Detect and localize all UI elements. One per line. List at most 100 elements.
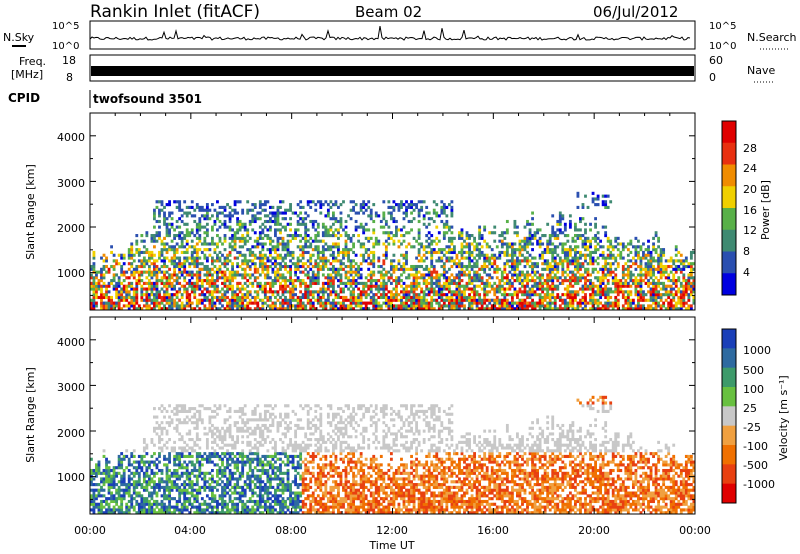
power-cell <box>274 295 277 300</box>
power-cell <box>679 262 683 266</box>
power-cell <box>528 290 532 294</box>
power-cell <box>392 208 396 212</box>
power-cell <box>405 293 408 297</box>
power-colorbar-swatch-7 <box>722 273 736 296</box>
power-cell <box>142 293 146 297</box>
velocity-cell <box>158 426 161 430</box>
power-cell <box>304 217 308 221</box>
power-cell <box>231 295 234 300</box>
power-cell <box>294 307 298 311</box>
power-cell <box>183 304 187 308</box>
power-cell <box>662 267 666 271</box>
velocity-cell <box>115 483 119 487</box>
power-cell <box>203 236 207 240</box>
power-cell <box>616 304 620 308</box>
power-cell <box>122 262 126 266</box>
power-cell <box>397 259 401 263</box>
power-cell <box>463 298 466 302</box>
power-cell <box>510 248 514 252</box>
power-cell <box>354 284 358 288</box>
velocity-cell <box>165 457 169 461</box>
power-cell <box>553 245 557 249</box>
power-cell <box>211 203 214 207</box>
power-cell <box>581 253 585 257</box>
freq-right-tick-top: 60 <box>709 54 723 67</box>
power-cell <box>621 284 625 288</box>
velocity-cell <box>147 483 151 487</box>
power-cell <box>574 259 577 263</box>
velocity-cell <box>153 471 156 475</box>
power-cell <box>160 298 164 302</box>
power-cell <box>241 253 245 257</box>
power-cell <box>188 304 192 308</box>
power-cell <box>596 248 600 252</box>
power-cell <box>621 273 625 277</box>
power-cell <box>183 245 187 249</box>
power-cell <box>142 259 146 263</box>
power-cell <box>211 262 214 266</box>
power-cell <box>470 253 474 257</box>
power-cell <box>344 248 348 252</box>
power-cell <box>488 273 492 277</box>
power-cell <box>589 228 592 232</box>
power-cell <box>586 253 590 257</box>
power-cell <box>281 211 285 215</box>
power-cell <box>402 262 406 266</box>
power-cell <box>263 214 267 218</box>
power-cell <box>165 225 169 229</box>
power-cell <box>185 239 189 243</box>
power-cell <box>576 191 580 195</box>
power-cell <box>389 262 393 266</box>
power-cell <box>689 250 693 255</box>
power-cell <box>649 262 653 266</box>
power-cell <box>579 234 582 238</box>
power-cell <box>362 205 366 209</box>
power-cell <box>634 287 638 291</box>
power-cell <box>533 279 537 283</box>
power-cell <box>178 276 182 280</box>
power-cell <box>629 279 633 283</box>
power-cell <box>165 264 169 269</box>
power-cell <box>120 295 124 300</box>
power-cell <box>95 270 98 274</box>
velocity-cell <box>110 477 113 481</box>
power-cell <box>316 200 320 204</box>
power-cell <box>614 267 618 271</box>
power-cell <box>203 307 207 311</box>
velocity-cell <box>97 471 101 475</box>
power-cell <box>183 270 187 274</box>
power-cell <box>299 290 303 294</box>
power-cell <box>326 231 330 235</box>
power-cell <box>483 293 487 297</box>
velocity-cell <box>160 494 164 498</box>
power-cell <box>137 307 141 311</box>
power-cell <box>503 293 507 297</box>
power-cell <box>258 264 262 269</box>
power-cell <box>178 234 182 238</box>
power-cell <box>553 259 557 263</box>
power-cell <box>153 273 156 277</box>
power-cell <box>301 293 305 297</box>
power-cell <box>253 253 257 257</box>
power-cell <box>279 264 282 269</box>
power-cell <box>145 307 149 311</box>
velocity-cell <box>95 468 98 473</box>
power-cell <box>241 284 245 288</box>
power-cell <box>644 267 648 271</box>
power-cell <box>556 219 560 224</box>
velocity-cell <box>122 454 126 459</box>
power-cell <box>178 287 182 291</box>
velocity-cell <box>122 471 126 475</box>
power-cell <box>644 262 648 266</box>
power-cell <box>362 281 366 285</box>
power-cell <box>369 284 373 288</box>
power-cell <box>309 219 313 224</box>
power-cell <box>435 211 439 215</box>
power-cell <box>261 304 265 308</box>
power-cell <box>637 301 640 305</box>
power-cell <box>188 205 192 209</box>
power-cell <box>364 250 368 255</box>
power-cell <box>458 293 461 297</box>
power-cell <box>561 248 565 252</box>
power-cell <box>228 217 232 221</box>
